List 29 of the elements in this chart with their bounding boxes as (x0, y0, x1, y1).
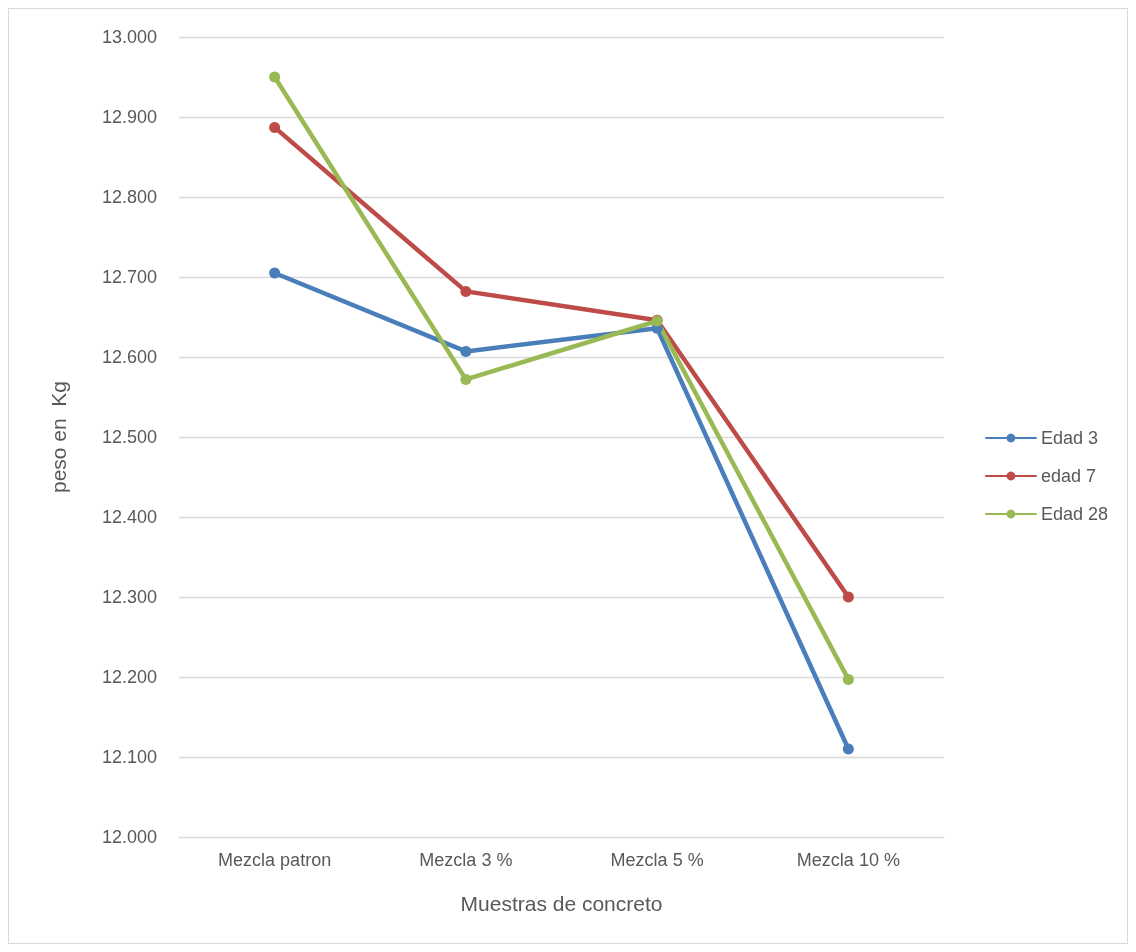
point (269, 71, 281, 83)
point (842, 743, 854, 755)
y-axis-title: peso en Kg (47, 380, 70, 494)
legend-label: edad 7 (1040, 466, 1096, 486)
y-tick-label: 12.800 (101, 187, 157, 207)
y-tick-label: 12.000 (101, 827, 157, 847)
point (269, 267, 281, 279)
y-tick-label: 12.600 (101, 347, 157, 367)
y-tick-label: 12.900 (101, 107, 157, 127)
point (460, 285, 472, 297)
point (269, 121, 281, 133)
point (842, 673, 854, 685)
legend-label: Edad 28 (1040, 504, 1108, 524)
point (842, 591, 854, 603)
x-tick-label: Mezcla patron (218, 850, 332, 870)
y-tick-label: 13.000 (101, 27, 157, 47)
x-tick-label: Mezcla 3 % (419, 850, 513, 870)
y-tick-label: 12.200 (101, 667, 157, 687)
point (460, 345, 472, 357)
y-tick-label: 12.300 (101, 587, 157, 607)
legend-label: Edad 3 (1040, 428, 1098, 448)
y-tick-label: 12.500 (101, 427, 157, 447)
y-tick-label: 12.700 (101, 267, 157, 287)
point (460, 373, 472, 385)
x-tick-label: Mezcla 10 % (796, 850, 900, 870)
x-axis-title: Muestras de concreto (460, 892, 663, 915)
x-tick-label: Mezcla 5 % (610, 850, 704, 870)
y-tick-label: 12.400 (101, 507, 157, 527)
y-tick-label: 12.100 (101, 747, 157, 767)
